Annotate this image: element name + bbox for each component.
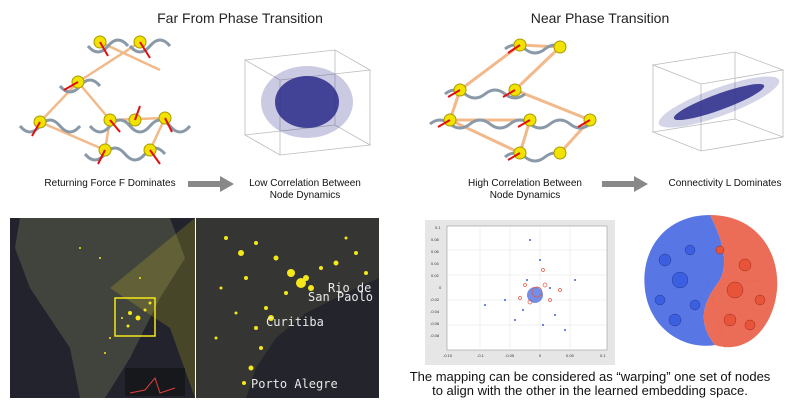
embedding-scatter-plot: -0.10 -0.1 -0.05 0 0.05 0.1 0.1 0.08 0.0… [425,220,615,365]
city-porto-alegre: Porto Alegre [251,377,338,391]
x-tick-3: 0 [539,353,542,358]
bottom-caption-line1: The mapping can be considered as “warpin… [409,369,771,384]
title-far: Far From Phase Transition [157,10,323,26]
map-overview [10,218,195,398]
caption-returning-force: Returning Force F Dominates [44,178,176,189]
graph-embedding-blob [644,215,778,351]
x-tick-2: -0.05 [505,353,515,358]
near-oscillator-diagram [429,38,597,163]
title-near: Near Phase Transition [530,10,670,26]
arrow-far [188,176,234,192]
x-tick-1: -0.1 [477,353,485,358]
y-tick-8: -0.06 [430,321,440,326]
bottom-caption-line2: to align with the other in the learned e… [432,383,748,398]
y-tick-7: -0.04 [430,309,440,314]
y-tick-9: -0.08 [430,333,440,338]
caption-high-correlation-1: High Correlation Between [468,178,582,189]
y-tick-6: -0.02 [430,297,440,302]
y-tick-0: 0.1 [435,225,441,230]
far-oscillator-diagram [18,35,192,165]
y-tick-4: 0.02 [431,273,440,278]
caption-high-correlation-2: Node Dynamics [489,190,561,201]
y-tick-3: 0.04 [431,261,440,266]
x-tick-4: 0.05 [566,353,575,358]
x-tick-5: 0.1 [600,353,606,358]
map-zoom: Rio de San Paolo Curitiba Porto Alegre [196,218,379,398]
y-tick-1: 0.08 [431,237,440,242]
city-san-paolo: San Paolo [308,290,373,304]
caption-low-correlation-1: Low Correlation Between [249,178,361,189]
arrow-near [602,176,648,192]
city-rio: Rio de [328,281,371,295]
y-tick-2: 0.06 [431,249,440,254]
caption-low-correlation-2: Node Dynamics [269,190,341,201]
caption-connectivity: Connectivity L Dominates [668,178,782,189]
far-correlation-cloud [243,49,372,156]
city-curitiba: Curitiba [266,315,324,329]
x-tick-0: -0.10 [443,353,453,358]
near-correlation-cloud [651,51,785,152]
y-tick-5: 0 [439,285,442,290]
